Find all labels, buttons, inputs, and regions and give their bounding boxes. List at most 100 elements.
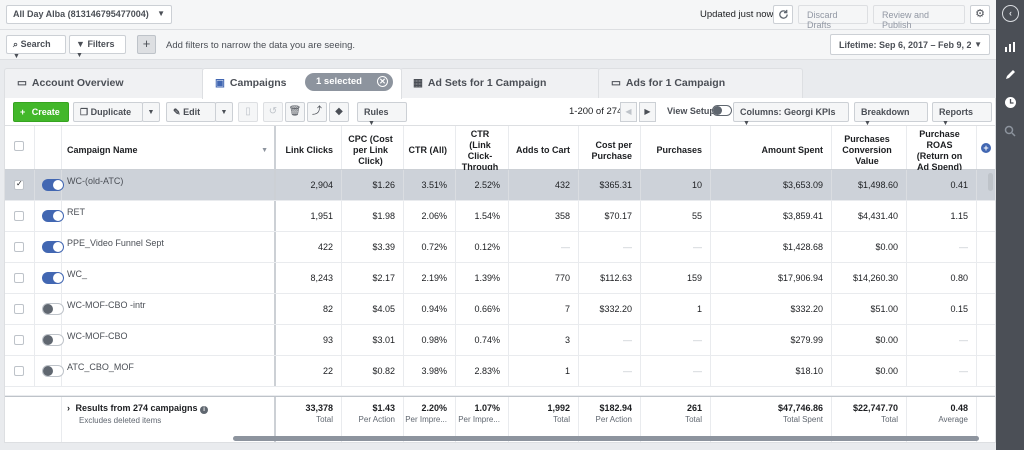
filters-button[interactable]: ▼ Filters ▼ (69, 35, 126, 59)
ab-test-button[interactable]: ▯ (238, 102, 258, 122)
table-row[interactable]: WC_ 8,243 $2.17 2.19% 1.39% 770 $112.63 159 $17,… (5, 263, 995, 294)
date-range-picker[interactable]: Lifetime: Sep 6, 2017 – Feb 9, 20 ▼ (830, 34, 990, 55)
row-checkbox[interactable] (14, 366, 24, 376)
campaign-status-toggle[interactable] (42, 272, 64, 284)
table-row[interactable]: ATC_CBO_MOF 22 $0.82 3.98% 2.83% 1— — $18.10 $0.… (5, 356, 995, 387)
row-checkbox[interactable] (14, 335, 24, 345)
campaign-status-toggle[interactable] (42, 210, 64, 222)
campaign-name[interactable]: WC_ (62, 263, 276, 293)
table-row[interactable]: PPE_Video Funnel Sept 422 $3.39 0.72% 0.12% —… (5, 232, 995, 263)
cell-amount-spent: $3,859.41 (711, 201, 832, 231)
cell-conversion-value: $14,260.30 (832, 263, 907, 293)
cell-ctr-all: 2.06% (404, 201, 456, 231)
row-checkbox[interactable] (14, 273, 24, 283)
column-header-cpc[interactable]: CPC (Cost per Link Click) (342, 126, 404, 169)
edit-menu-button[interactable]: ▼ (215, 102, 233, 122)
view-setup-toggle[interactable] (712, 105, 732, 116)
cell-amount-spent: $279.99 (711, 325, 832, 355)
reports-button[interactable]: Reports ▼ (932, 102, 992, 127)
row-checkbox[interactable] (14, 179, 24, 190)
campaign-status-toggle[interactable] (42, 303, 64, 315)
campaign-status-toggle[interactable] (42, 334, 64, 346)
columns-button[interactable]: Columns: Georgi KPIs ▼ (733, 102, 849, 127)
campaign-name[interactable]: RET (62, 201, 276, 231)
add-column-icon[interactable]: + (981, 142, 991, 153)
campaign-name[interactable]: WC-MOF-CBO (62, 325, 276, 355)
table-row[interactable]: WC-MOF-CBO 93 $3.01 0.98% 0.74% 3— — $279.99 $0.… (5, 325, 995, 356)
caret-down-icon: ▼ (157, 9, 165, 18)
edit-panel-button[interactable] (996, 62, 1024, 88)
campaign-name[interactable]: WC-(old-ATC) (62, 170, 276, 200)
total-ctr-link: 1.07% Per Impre... (456, 397, 509, 442)
column-header-campaign-name[interactable]: Campaign Name ▼ (62, 126, 276, 169)
column-header-amount-spent[interactable]: Amount Spent (711, 126, 832, 169)
horizontal-scrollbar[interactable] (233, 436, 979, 441)
totals-label: Results from 274 campaigns (75, 403, 198, 413)
table-row[interactable]: WC-(old-ATC)2,904$1.263.51%2.52%432$365.… (5, 170, 995, 201)
breakdown-button[interactable]: Breakdown ▼ (854, 102, 928, 127)
chart-button[interactable] (996, 34, 1024, 60)
next-page-button[interactable]: ▶ (639, 102, 656, 122)
selection-pill[interactable]: 1 selected ✕ (305, 73, 393, 91)
campaign-status-toggle[interactable] (42, 365, 64, 377)
duplicate-button[interactable]: ❐ Duplicate (73, 102, 143, 122)
table-row[interactable]: WC-MOF-CBO -intr 82 $4.05 0.94% 0.66% 7 $332.2… (5, 294, 995, 325)
cell-ctr-link: 0.66% (456, 294, 509, 324)
campaign-status-toggle[interactable] (42, 179, 64, 191)
prev-page-button[interactable]: ◀ (620, 102, 637, 122)
column-header-link-clicks[interactable]: Link Clicks (276, 126, 342, 169)
discard-button[interactable]: ↺ (263, 102, 283, 122)
row-checkbox[interactable] (14, 242, 24, 252)
row-checkbox[interactable] (14, 211, 24, 221)
edit-button[interactable]: ✎ Edit (166, 102, 216, 122)
campaign-status-toggle[interactable] (42, 241, 64, 253)
campaign-name[interactable]: PPE_Video Funnel Sept (62, 232, 276, 262)
duplicate-icon: ❐ (80, 107, 89, 117)
info-icon[interactable]: i (200, 406, 209, 414)
discard-drafts-button[interactable]: Discard Drafts (798, 5, 868, 30)
column-header-ctr-all[interactable]: CTR (All) (404, 126, 456, 169)
search-button[interactable]: ⌕ Search ▼ (6, 35, 66, 60)
column-header-conversion-value[interactable]: Purchases Conversion Value (832, 126, 907, 169)
export-button[interactable]: ⤴ (307, 102, 327, 122)
settings-button[interactable]: ⚙ (970, 5, 990, 24)
row-checkbox[interactable] (14, 304, 24, 314)
tab-ads[interactable]: ▭ Ads for 1 Campaign (598, 68, 803, 98)
caret-down-icon: ▼ (147, 109, 155, 116)
review-publish-button[interactable]: Review and Publish (873, 5, 965, 30)
vertical-scrollbar[interactable] (988, 173, 993, 191)
totals-expand[interactable]: › Results from 274 campaigns i (67, 403, 266, 414)
total-value: 33,378 (305, 403, 333, 413)
account-selector[interactable]: All Day Alba (813146795477004) ▼ (6, 5, 172, 24)
history-button[interactable] (996, 90, 1024, 116)
campaign-name[interactable]: ATC_CBO_MOF (62, 356, 276, 386)
collapse-rail-button[interactable]: ‹ (1002, 5, 1019, 22)
refresh-button[interactable] (773, 5, 793, 24)
create-label: Create (31, 107, 60, 117)
tab-adsets[interactable]: ▦ Ad Sets for 1 Campaign (400, 68, 600, 98)
duplicate-menu-button[interactable]: ▼ (142, 102, 160, 122)
cell-cpc: $3.01 (342, 325, 404, 355)
search-panel-button[interactable] (996, 118, 1024, 144)
rules-button[interactable]: Rules ▼ (357, 102, 407, 127)
campaign-name[interactable]: WC-MOF-CBO -intr (62, 294, 276, 324)
total-sublabel: Per Impre... (405, 415, 447, 424)
column-header-purchases[interactable]: Purchases (641, 126, 711, 169)
table-row-partial (5, 387, 995, 396)
row-select-cell (5, 325, 35, 355)
column-header-adds-to-cart[interactable]: Adds to Cart (509, 126, 579, 169)
cell-conversion-value: $0.00 (832, 232, 907, 262)
caret-down-icon: ▼ (368, 120, 375, 127)
tab-account-overview[interactable]: ▭ Account Overview (4, 68, 204, 98)
table-row[interactable]: RET 1,951 $1.98 2.06% 1.54% 358 $70.17 55 $3,859… (5, 201, 995, 232)
column-header-ctr-link[interactable]: CTR (Link Click-Through (456, 126, 509, 172)
column-header-cost-per-purchase[interactable]: Cost per Purchase (579, 126, 641, 169)
total-sublabel: Per Action (595, 415, 632, 424)
delete-button[interactable]: 🗑 (285, 102, 305, 122)
select-all-checkbox[interactable] (14, 141, 24, 151)
column-header-roas[interactable]: Purchase ROAS (Return on Ad Spend) (907, 126, 977, 172)
add-filter-button[interactable]: + (137, 35, 156, 54)
create-button[interactable]: + Create (13, 102, 69, 122)
tag-button[interactable]: ◆ (329, 102, 349, 122)
clear-selection-icon[interactable]: ✕ (377, 76, 388, 87)
